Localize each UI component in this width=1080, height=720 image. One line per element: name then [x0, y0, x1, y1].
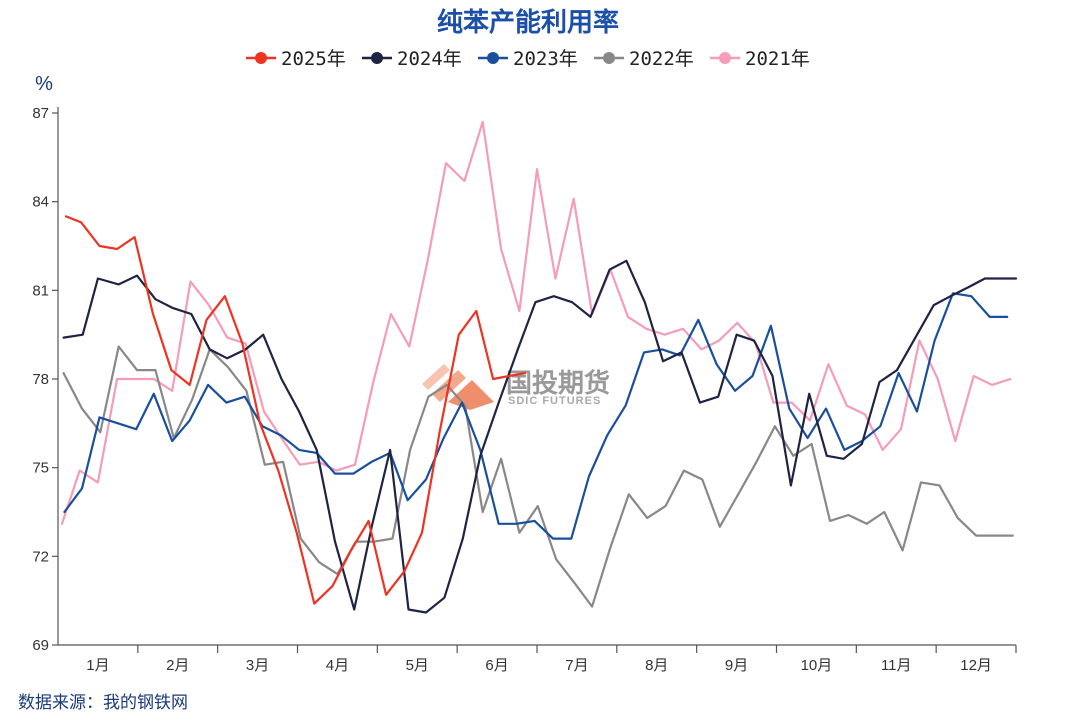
x-tick-label: 8月 [645, 657, 668, 674]
legend-item: 2023年 [478, 48, 578, 70]
x-tick-label: 4月 [326, 657, 349, 674]
legend-swatch-marker [603, 52, 615, 64]
x-tick-label: 7月 [565, 657, 588, 674]
series-lines [60, 120, 1018, 614]
legend-label: 2021年 [745, 48, 810, 70]
legend-item: 2025年 [246, 48, 346, 70]
legend: 2025年 2024年 2023年 2022年 2021年 [246, 48, 810, 70]
series-line-2022年 [62, 345, 1014, 608]
series-line-2025年 [64, 215, 527, 605]
x-tick-label: 5月 [406, 657, 429, 674]
legend-item: 2024年 [362, 48, 462, 70]
legend-swatch-marker [487, 52, 499, 64]
source-note: 数据来源：我的钢铁网 [18, 693, 188, 713]
x-tick-label: 1月 [86, 657, 109, 674]
legend-label: 2022年 [629, 48, 694, 70]
legend-item: 2021年 [710, 48, 810, 70]
y-tick-label: 75 [32, 460, 49, 477]
legend-label: 2024年 [397, 48, 462, 70]
legend-swatch-marker [255, 52, 267, 64]
y-tick-label: 84 [32, 194, 49, 211]
legend-swatch-marker [719, 52, 731, 64]
x-tick-label: 12月 [960, 657, 992, 674]
x-tick-label: 3月 [246, 657, 269, 674]
watermark-logo [422, 364, 494, 410]
y-tick-label: 87 [32, 105, 49, 122]
legend-swatch-marker [371, 52, 383, 64]
y-tick-label: 81 [32, 282, 49, 299]
axes: 69 72 75 78 81 84 87 1月 2月 3月 4月 5月 6月 7月 8月 9月 10月 11月 12… [32, 105, 1017, 674]
x-tick-label: 2月 [166, 657, 189, 674]
y-axis-unit: % [35, 73, 53, 95]
x-tick-label: 11月 [881, 657, 912, 674]
x-tick-label: 6月 [485, 657, 508, 674]
x-tick-label: 10月 [801, 657, 833, 674]
series-line-2024年 [62, 259, 1018, 614]
legend-label: 2025年 [281, 48, 346, 70]
watermark: 国投期货 SDIC FUTURES [422, 364, 610, 410]
y-tick-label: 72 [32, 548, 49, 565]
series-line-2023年 [63, 292, 1009, 540]
legend-item: 2022年 [594, 48, 694, 70]
watermark-sub: SDIC FUTURES [508, 395, 601, 407]
x-tick-label: 9月 [725, 657, 748, 674]
chart-title: 纯苯产能利用率 [437, 7, 619, 38]
y-tick-label: 69 [32, 637, 49, 654]
y-tick-label: 78 [32, 371, 49, 388]
legend-label: 2023年 [513, 48, 578, 70]
series-line-2021年 [60, 120, 1012, 525]
